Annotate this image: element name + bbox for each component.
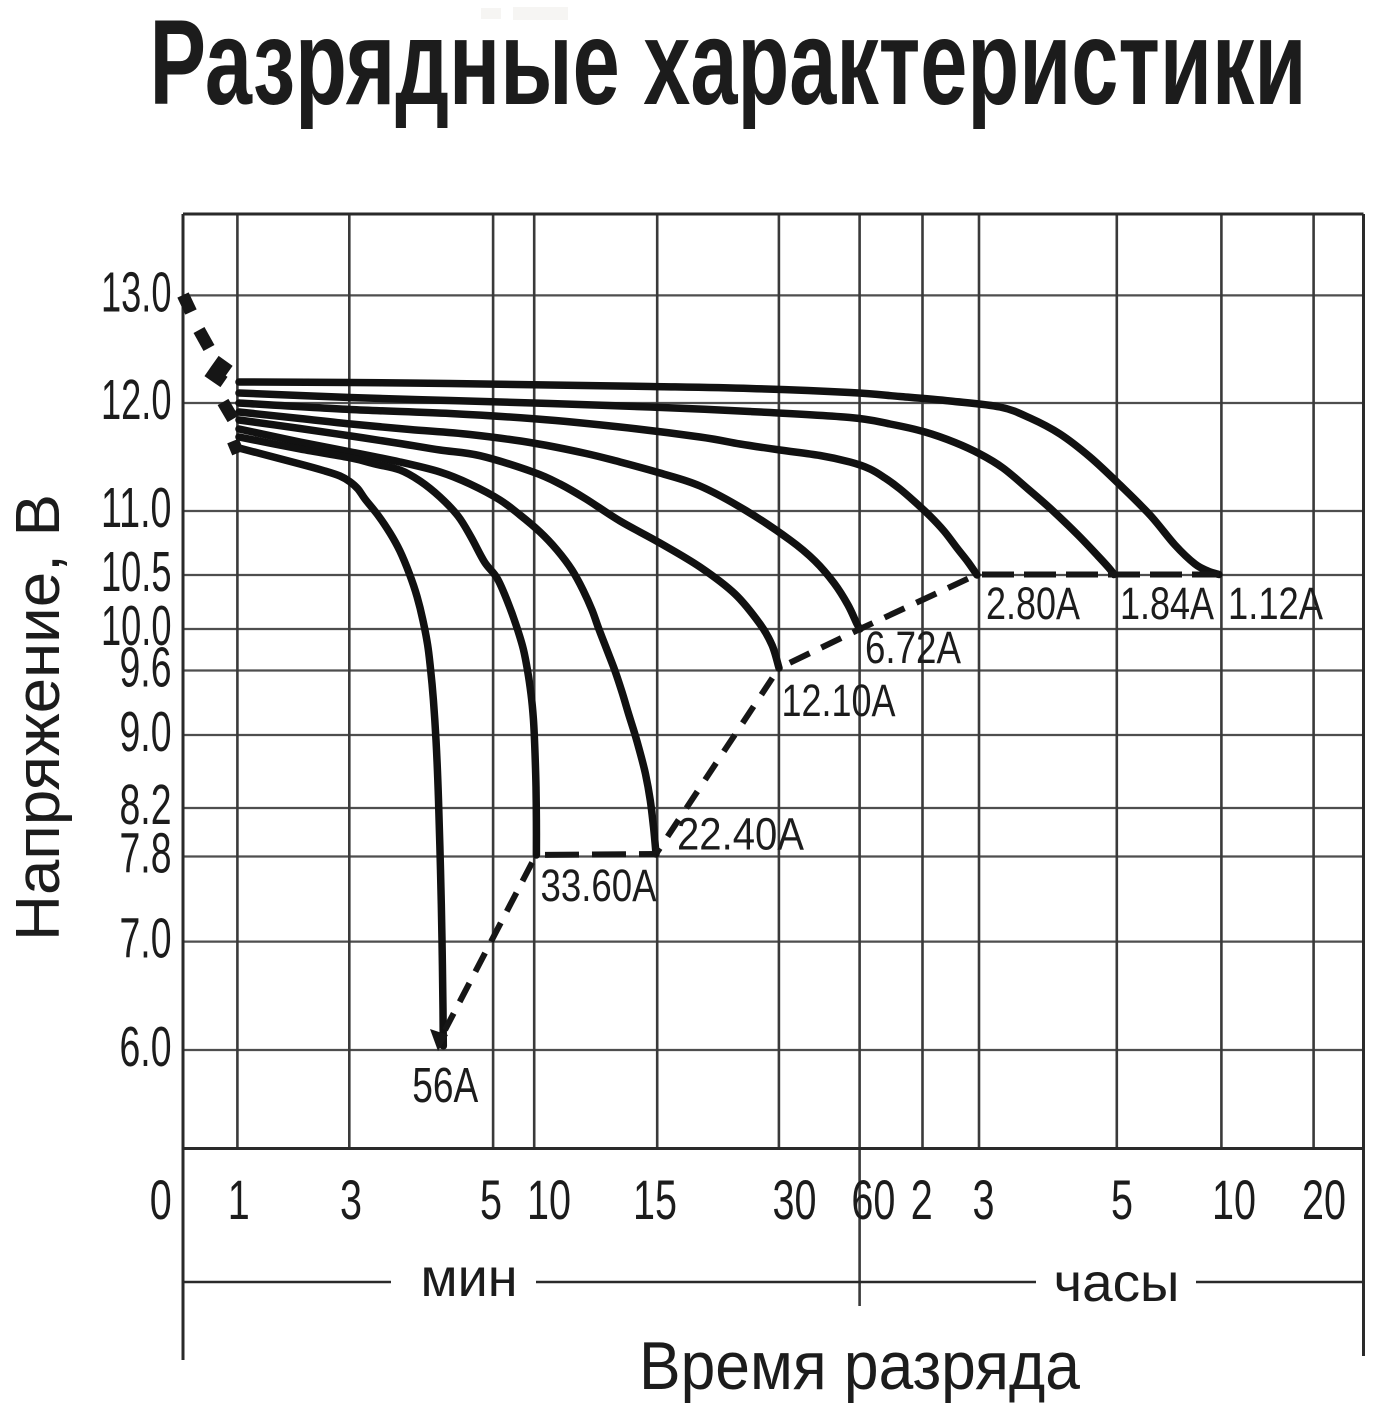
svg-text:9.6: 9.6 <box>120 636 172 699</box>
svg-text:1.12A: 1.12A <box>1228 578 1323 629</box>
svg-text:Напряжение, В: Напряжение, В <box>4 494 73 941</box>
svg-text:1: 1 <box>228 1168 250 1231</box>
svg-text:2: 2 <box>911 1168 933 1231</box>
svg-text:Разрядные характеристики: Разрядные характеристики <box>150 0 1307 130</box>
svg-text:7.8: 7.8 <box>120 822 172 885</box>
svg-text:9.0: 9.0 <box>120 700 172 763</box>
svg-text:11.0: 11.0 <box>101 476 172 539</box>
svg-text:56A: 56A <box>412 1059 478 1113</box>
svg-text:0: 0 <box>150 1168 172 1231</box>
svg-text:1.84A: 1.84A <box>1120 578 1214 629</box>
svg-text:60: 60 <box>851 1168 895 1231</box>
svg-text:7.0: 7.0 <box>120 907 172 970</box>
svg-text:30: 30 <box>773 1168 817 1231</box>
svg-text:3: 3 <box>973 1168 995 1231</box>
svg-text:8.2: 8.2 <box>120 773 172 836</box>
svg-text:мин: мин <box>420 1248 517 1308</box>
svg-text:2.80A: 2.80A <box>986 578 1080 629</box>
svg-text:10.0: 10.0 <box>101 594 172 657</box>
svg-text:12.10A: 12.10A <box>782 675 896 726</box>
svg-text:12.0: 12.0 <box>101 368 172 431</box>
svg-text:6.72A: 6.72A <box>865 622 961 673</box>
svg-text:15: 15 <box>633 1168 677 1231</box>
svg-text:3: 3 <box>340 1168 362 1231</box>
svg-text:22.40A: 22.40A <box>677 809 804 860</box>
svg-text:часы: часы <box>1054 1253 1180 1313</box>
svg-text:33.60A: 33.60A <box>541 860 657 911</box>
svg-text:5: 5 <box>480 1168 502 1231</box>
svg-text:Время разряда: Время разряда <box>639 1328 1080 1404</box>
svg-text:10: 10 <box>1212 1168 1256 1231</box>
svg-text:13.0: 13.0 <box>101 260 172 323</box>
svg-text:10.5: 10.5 <box>101 540 172 603</box>
svg-text:20: 20 <box>1302 1168 1346 1231</box>
svg-text:6.0: 6.0 <box>120 1015 172 1078</box>
svg-text:10: 10 <box>527 1168 571 1231</box>
svg-text:5: 5 <box>1111 1168 1133 1231</box>
